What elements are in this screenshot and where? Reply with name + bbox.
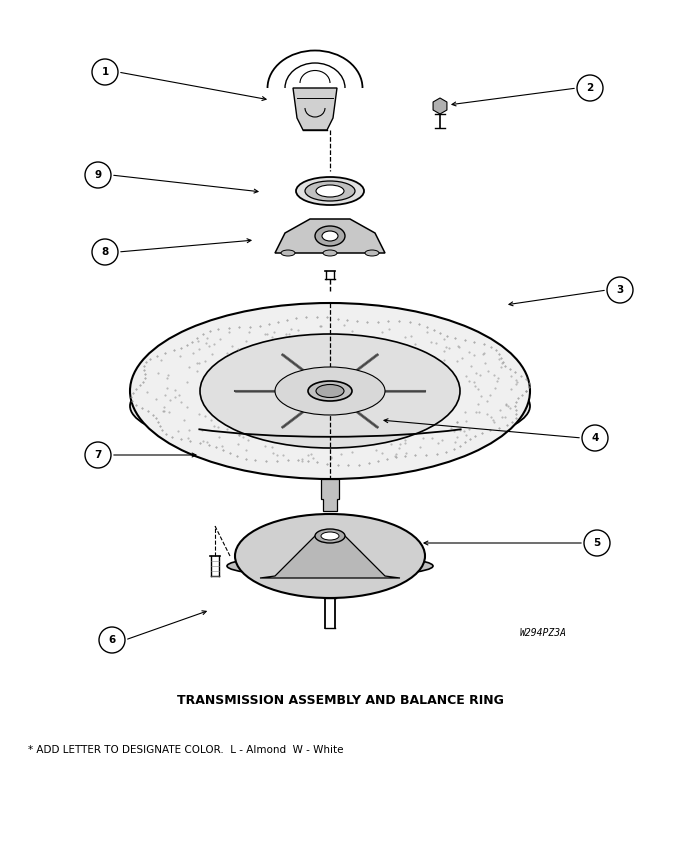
Circle shape [99, 627, 125, 653]
Text: W294PZ3A: W294PZ3A [520, 628, 567, 638]
Ellipse shape [315, 226, 345, 246]
Ellipse shape [235, 514, 425, 598]
Text: 5: 5 [594, 538, 600, 548]
Circle shape [85, 442, 111, 468]
Polygon shape [293, 88, 337, 130]
Text: 1: 1 [101, 67, 109, 77]
Ellipse shape [316, 385, 344, 397]
Ellipse shape [315, 529, 345, 543]
Ellipse shape [305, 181, 355, 201]
Circle shape [92, 239, 118, 265]
Circle shape [582, 425, 608, 451]
Ellipse shape [130, 303, 530, 479]
Ellipse shape [316, 185, 344, 197]
Circle shape [92, 59, 118, 85]
Circle shape [584, 530, 610, 556]
Ellipse shape [365, 250, 379, 256]
Ellipse shape [321, 532, 339, 540]
Text: * ADD LETTER TO DESIGNATE COLOR.  L - Almond  W - White: * ADD LETTER TO DESIGNATE COLOR. L - Alm… [28, 745, 343, 755]
Ellipse shape [281, 250, 295, 256]
Circle shape [607, 277, 633, 303]
Circle shape [577, 75, 603, 101]
Ellipse shape [200, 334, 460, 448]
Ellipse shape [227, 555, 433, 577]
Text: 7: 7 [95, 450, 102, 460]
Polygon shape [275, 219, 385, 253]
Ellipse shape [308, 381, 352, 401]
Text: 4: 4 [592, 433, 598, 443]
Text: 6: 6 [108, 635, 116, 645]
Text: 8: 8 [101, 247, 109, 257]
Text: 3: 3 [616, 285, 624, 295]
Text: 9: 9 [95, 170, 101, 180]
Circle shape [85, 162, 111, 188]
Polygon shape [260, 536, 400, 578]
Ellipse shape [130, 357, 530, 454]
Polygon shape [321, 479, 339, 511]
Ellipse shape [296, 177, 364, 205]
Text: TRANSMISSION ASSEMBLY AND BALANCE RING: TRANSMISSION ASSEMBLY AND BALANCE RING [177, 694, 503, 706]
Ellipse shape [323, 250, 337, 256]
Ellipse shape [275, 367, 385, 415]
Text: 2: 2 [586, 83, 594, 93]
Ellipse shape [322, 231, 338, 241]
